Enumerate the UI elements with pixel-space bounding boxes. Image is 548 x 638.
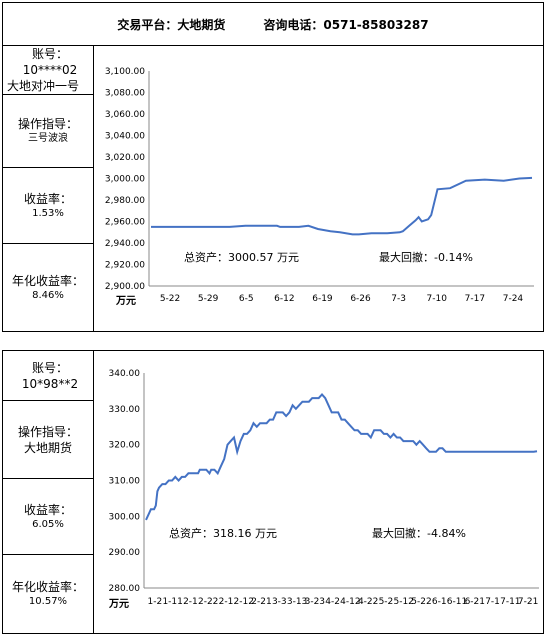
max-drawdown-annotation: 最大回撤：-4.84% bbox=[372, 526, 466, 540]
x-tick-label: 3-3 bbox=[272, 597, 287, 607]
x-tick-label: 6-26 bbox=[350, 294, 371, 304]
x-tick-label: 1-11 bbox=[162, 597, 182, 607]
x-tick-label: 6-1 bbox=[432, 597, 447, 607]
instruction-label: 操作指导： bbox=[17, 424, 78, 439]
x-tick-label: 7-1 bbox=[485, 597, 500, 607]
account-panel-2: 账号：10*98**2 操作指导： 大地期货 收益率： 6.05% 年化收益率：… bbox=[2, 350, 544, 634]
x-tick-label: 7-21 bbox=[518, 597, 538, 607]
chart-area-1: 3,100.00 3,080.00 3,060.00 3,040.00 3,020.00… bbox=[93, 46, 543, 331]
y-tick-label: 280.00 bbox=[109, 584, 141, 594]
chart-area-2: 340.00 330.00 320.00 310.00 300.00 290.00 280.… bbox=[93, 351, 543, 633]
account-cell: 账号：10*98**2 bbox=[3, 351, 93, 401]
x-tick-label: 7-10 bbox=[427, 294, 448, 304]
x-tick-label: 1-2 bbox=[148, 597, 163, 607]
account-info-2: 账号：10*98**2 操作指导： 大地期货 收益率： 6.05% 年化收益率：… bbox=[3, 351, 93, 633]
asset-line-chart-1: 3,100.00 3,080.00 3,060.00 3,040.00 3,020.00… bbox=[105, 67, 534, 307]
asset-line-chart-2: 340.00 330.00 320.00 310.00 300.00 290.00 280.… bbox=[108, 369, 539, 610]
y-tick-label: 2,920.00 bbox=[105, 261, 145, 271]
y-tick-label: 300.00 bbox=[109, 512, 141, 522]
unit-label: 万元 bbox=[108, 598, 129, 610]
phone-label: 咨询电话：0571-85803287 bbox=[263, 17, 429, 32]
instruction-value: 大地期货 bbox=[23, 440, 72, 455]
account-panel-1: 账号：10****02 大地对冲一号 操作指导： 三号波浪 收益率： 1.53%… bbox=[2, 45, 544, 332]
y-tick-label: 2,960.00 bbox=[105, 218, 145, 228]
instruction-cell: 操作指导： 大地期货 bbox=[3, 401, 93, 479]
x-tick-label: 2-1 bbox=[219, 597, 234, 607]
annual-return-cell: 年化收益率： 10.57% bbox=[3, 555, 93, 633]
y-tick-label: 290.00 bbox=[109, 548, 141, 558]
y-tick-label: 310.00 bbox=[109, 477, 141, 487]
x-tick-label: 4-2 bbox=[325, 597, 340, 607]
account-number: 账号：10*98**2 bbox=[21, 360, 79, 391]
total-assets-annotation: 总资产：3000.57 万元 bbox=[184, 250, 299, 264]
x-tick-label: 6-11 bbox=[447, 597, 467, 607]
return-cell: 收益率： 6.05% bbox=[3, 479, 93, 555]
account-name: 大地对冲一号 bbox=[7, 79, 80, 93]
instruction-cell: 操作指导： 三号波浪 bbox=[3, 95, 93, 168]
x-tick-label: 5-2 bbox=[379, 597, 394, 607]
annual-return-value: 8.46% bbox=[32, 289, 64, 301]
annual-return-value: 10.57% bbox=[28, 596, 68, 607]
x-tick-label: 6-12 bbox=[274, 294, 294, 304]
x-tick-label: 7-17 bbox=[465, 294, 485, 304]
platform-label: 交易平台：大地期货 bbox=[117, 17, 226, 32]
header-bar: 交易平台：大地期货 咨询电话：0571-85803287 bbox=[2, 2, 544, 46]
unit-label: 万元 bbox=[115, 295, 136, 307]
y-tick-label: 330.00 bbox=[109, 405, 141, 415]
instruction-value: 三号波浪 bbox=[28, 133, 68, 144]
x-tick-label: 4-12 bbox=[340, 597, 360, 607]
account-info-1: 账号：10****02 大地对冲一号 操作指导： 三号波浪 收益率： 1.53%… bbox=[3, 46, 93, 331]
x-tick-label: 6-21 bbox=[465, 597, 485, 607]
x-tick-label: 4-22 bbox=[358, 597, 378, 607]
x-tick-label: 5-22 bbox=[411, 597, 431, 607]
series-line bbox=[151, 176, 533, 236]
max-drawdown-annotation: 最大回撤：-0.14% bbox=[379, 250, 473, 264]
y-tick-label: 340.00 bbox=[109, 369, 141, 379]
x-tick-label: 5-22 bbox=[160, 294, 180, 304]
x-tick-label: 2-21 bbox=[251, 597, 271, 607]
return-label: 收益率： bbox=[23, 191, 72, 206]
account-number: 账号：10****02 bbox=[22, 47, 78, 77]
annual-return-label: 年化收益率： bbox=[11, 273, 84, 288]
return-value: 1.53% bbox=[32, 207, 64, 219]
y-tick-label: 2,900.00 bbox=[105, 282, 145, 292]
x-tick-label: 7-3 bbox=[391, 294, 406, 304]
x-tick-label: 3-23 bbox=[305, 597, 325, 607]
annual-return-label: 年化收益率： bbox=[11, 580, 84, 594]
return-cell: 收益率： 1.53% bbox=[3, 168, 93, 244]
x-tick-label: 2-12 bbox=[234, 597, 254, 607]
y-tick-label: 2,940.00 bbox=[105, 239, 145, 249]
return-value: 6.05% bbox=[32, 518, 64, 530]
annual-return-cell: 年化收益率： 8.46% bbox=[3, 244, 93, 331]
x-tick-label: 6-5 bbox=[239, 294, 254, 304]
x-tick-label: 5-29 bbox=[198, 294, 219, 304]
x-tick-label: 6-19 bbox=[312, 294, 333, 304]
y-tick-label: 3,040.00 bbox=[105, 132, 145, 142]
y-tick-label: 3,020.00 bbox=[105, 153, 145, 163]
x-tick-label: 3-13 bbox=[287, 597, 307, 607]
account-cell: 账号：10****02 大地对冲一号 bbox=[3, 46, 93, 95]
total-assets-annotation: 总资产：318.16 万元 bbox=[169, 526, 277, 540]
x-tick-label: 2-1 bbox=[183, 597, 198, 607]
series-line bbox=[145, 393, 538, 521]
x-tick-label: 5-12 bbox=[393, 597, 413, 607]
x-tick-label: 7-24 bbox=[503, 294, 524, 304]
y-tick-label: 3,100.00 bbox=[105, 67, 145, 77]
y-tick-label: 3,000.00 bbox=[105, 175, 145, 185]
instruction-label: 操作指导： bbox=[17, 117, 78, 131]
x-tick-label: 2-22 bbox=[198, 597, 218, 607]
y-tick-label: 2,980.00 bbox=[105, 196, 145, 206]
y-tick-label: 320.00 bbox=[109, 441, 141, 451]
x-tick-label: 7-11 bbox=[500, 597, 520, 607]
y-tick-label: 3,060.00 bbox=[105, 110, 145, 120]
return-label: 收益率： bbox=[23, 502, 72, 517]
y-tick-label: 3,080.00 bbox=[105, 89, 145, 99]
